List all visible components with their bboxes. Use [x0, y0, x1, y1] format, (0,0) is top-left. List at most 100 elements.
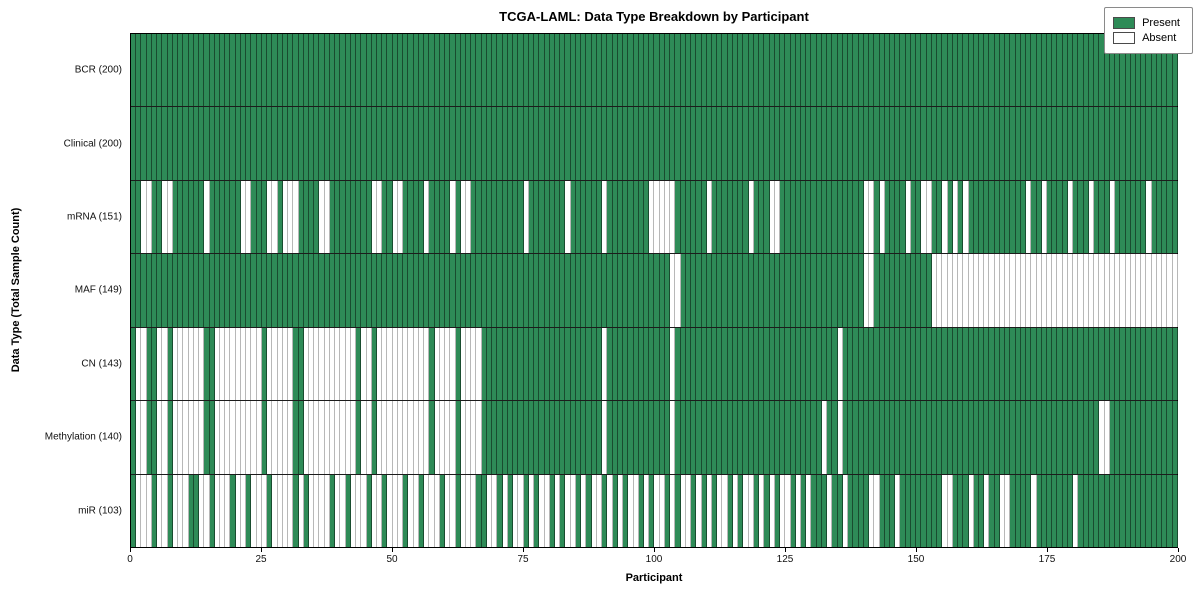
cell [277, 34, 283, 107]
cell [267, 34, 273, 107]
cell [717, 107, 723, 180]
cell [952, 34, 959, 107]
cell [1067, 34, 1074, 107]
cell [827, 327, 833, 401]
cell [827, 254, 833, 327]
cell [617, 254, 624, 327]
cell [481, 34, 487, 107]
cell [1020, 107, 1027, 180]
cell [314, 327, 320, 401]
cell [910, 107, 917, 180]
cell [612, 34, 618, 107]
cell [329, 180, 336, 254]
cell [863, 474, 870, 547]
cell [288, 327, 294, 401]
cell [858, 474, 864, 547]
cell [848, 180, 854, 254]
cell [308, 254, 315, 327]
cell [764, 254, 770, 327]
cell [246, 180, 252, 254]
cell [863, 107, 870, 180]
cell [1151, 34, 1157, 107]
cell [753, 401, 760, 474]
cell [759, 180, 765, 254]
cell [701, 107, 707, 180]
cell [612, 327, 618, 401]
cell [1125, 107, 1131, 180]
cell [706, 107, 713, 180]
cell [256, 474, 262, 547]
cell [591, 34, 597, 107]
cell [837, 180, 843, 254]
cell [816, 34, 822, 107]
cell [345, 107, 351, 180]
cell [361, 34, 367, 107]
cell [1172, 34, 1178, 107]
cell [1162, 180, 1168, 254]
cell [748, 180, 754, 254]
cell [486, 34, 493, 107]
cell [507, 180, 514, 254]
cell [293, 401, 299, 474]
cell [999, 34, 1006, 107]
cell [853, 327, 859, 401]
cell [1088, 107, 1095, 180]
cell [1094, 180, 1100, 254]
cell [288, 107, 294, 180]
cell [471, 180, 477, 254]
cell [560, 107, 566, 180]
cell [1167, 474, 1173, 547]
cell [267, 107, 273, 180]
cell [429, 180, 435, 254]
cell [151, 327, 158, 401]
cell [832, 180, 838, 254]
cell [722, 180, 728, 254]
x-tick-mark [1178, 548, 1179, 552]
cell [1078, 254, 1084, 327]
cell [377, 401, 383, 474]
cell [905, 180, 911, 254]
cell [1052, 401, 1058, 474]
cell [1130, 180, 1136, 254]
cell [848, 401, 854, 474]
cell [565, 327, 571, 401]
cell [340, 34, 346, 107]
cell [942, 107, 948, 180]
cell [963, 254, 969, 327]
cell [387, 254, 393, 327]
cell [1172, 180, 1178, 254]
cell [1047, 401, 1053, 474]
cell [539, 401, 545, 474]
cell [314, 474, 320, 547]
cell [717, 474, 723, 547]
cell [502, 401, 508, 474]
cell [507, 254, 514, 327]
cell [413, 107, 419, 180]
cell [837, 107, 843, 180]
cell [251, 107, 257, 180]
cell [910, 34, 917, 107]
cell [989, 474, 995, 547]
cell [848, 107, 854, 180]
cell [806, 34, 812, 107]
cell [366, 474, 372, 547]
cell [1115, 254, 1121, 327]
cell [842, 401, 849, 474]
cell [178, 474, 184, 547]
cell [1162, 34, 1168, 107]
cell [879, 254, 885, 327]
cell [1130, 327, 1136, 401]
cell [267, 401, 273, 474]
cell [282, 254, 289, 327]
cell [460, 34, 466, 107]
cell [1130, 401, 1136, 474]
cell [853, 180, 859, 254]
cell [1099, 254, 1105, 327]
cell [633, 327, 639, 401]
cell [256, 401, 262, 474]
cell [1036, 254, 1042, 327]
cell [675, 327, 681, 401]
cell [235, 107, 241, 180]
cell [958, 474, 964, 547]
cell [958, 401, 964, 474]
